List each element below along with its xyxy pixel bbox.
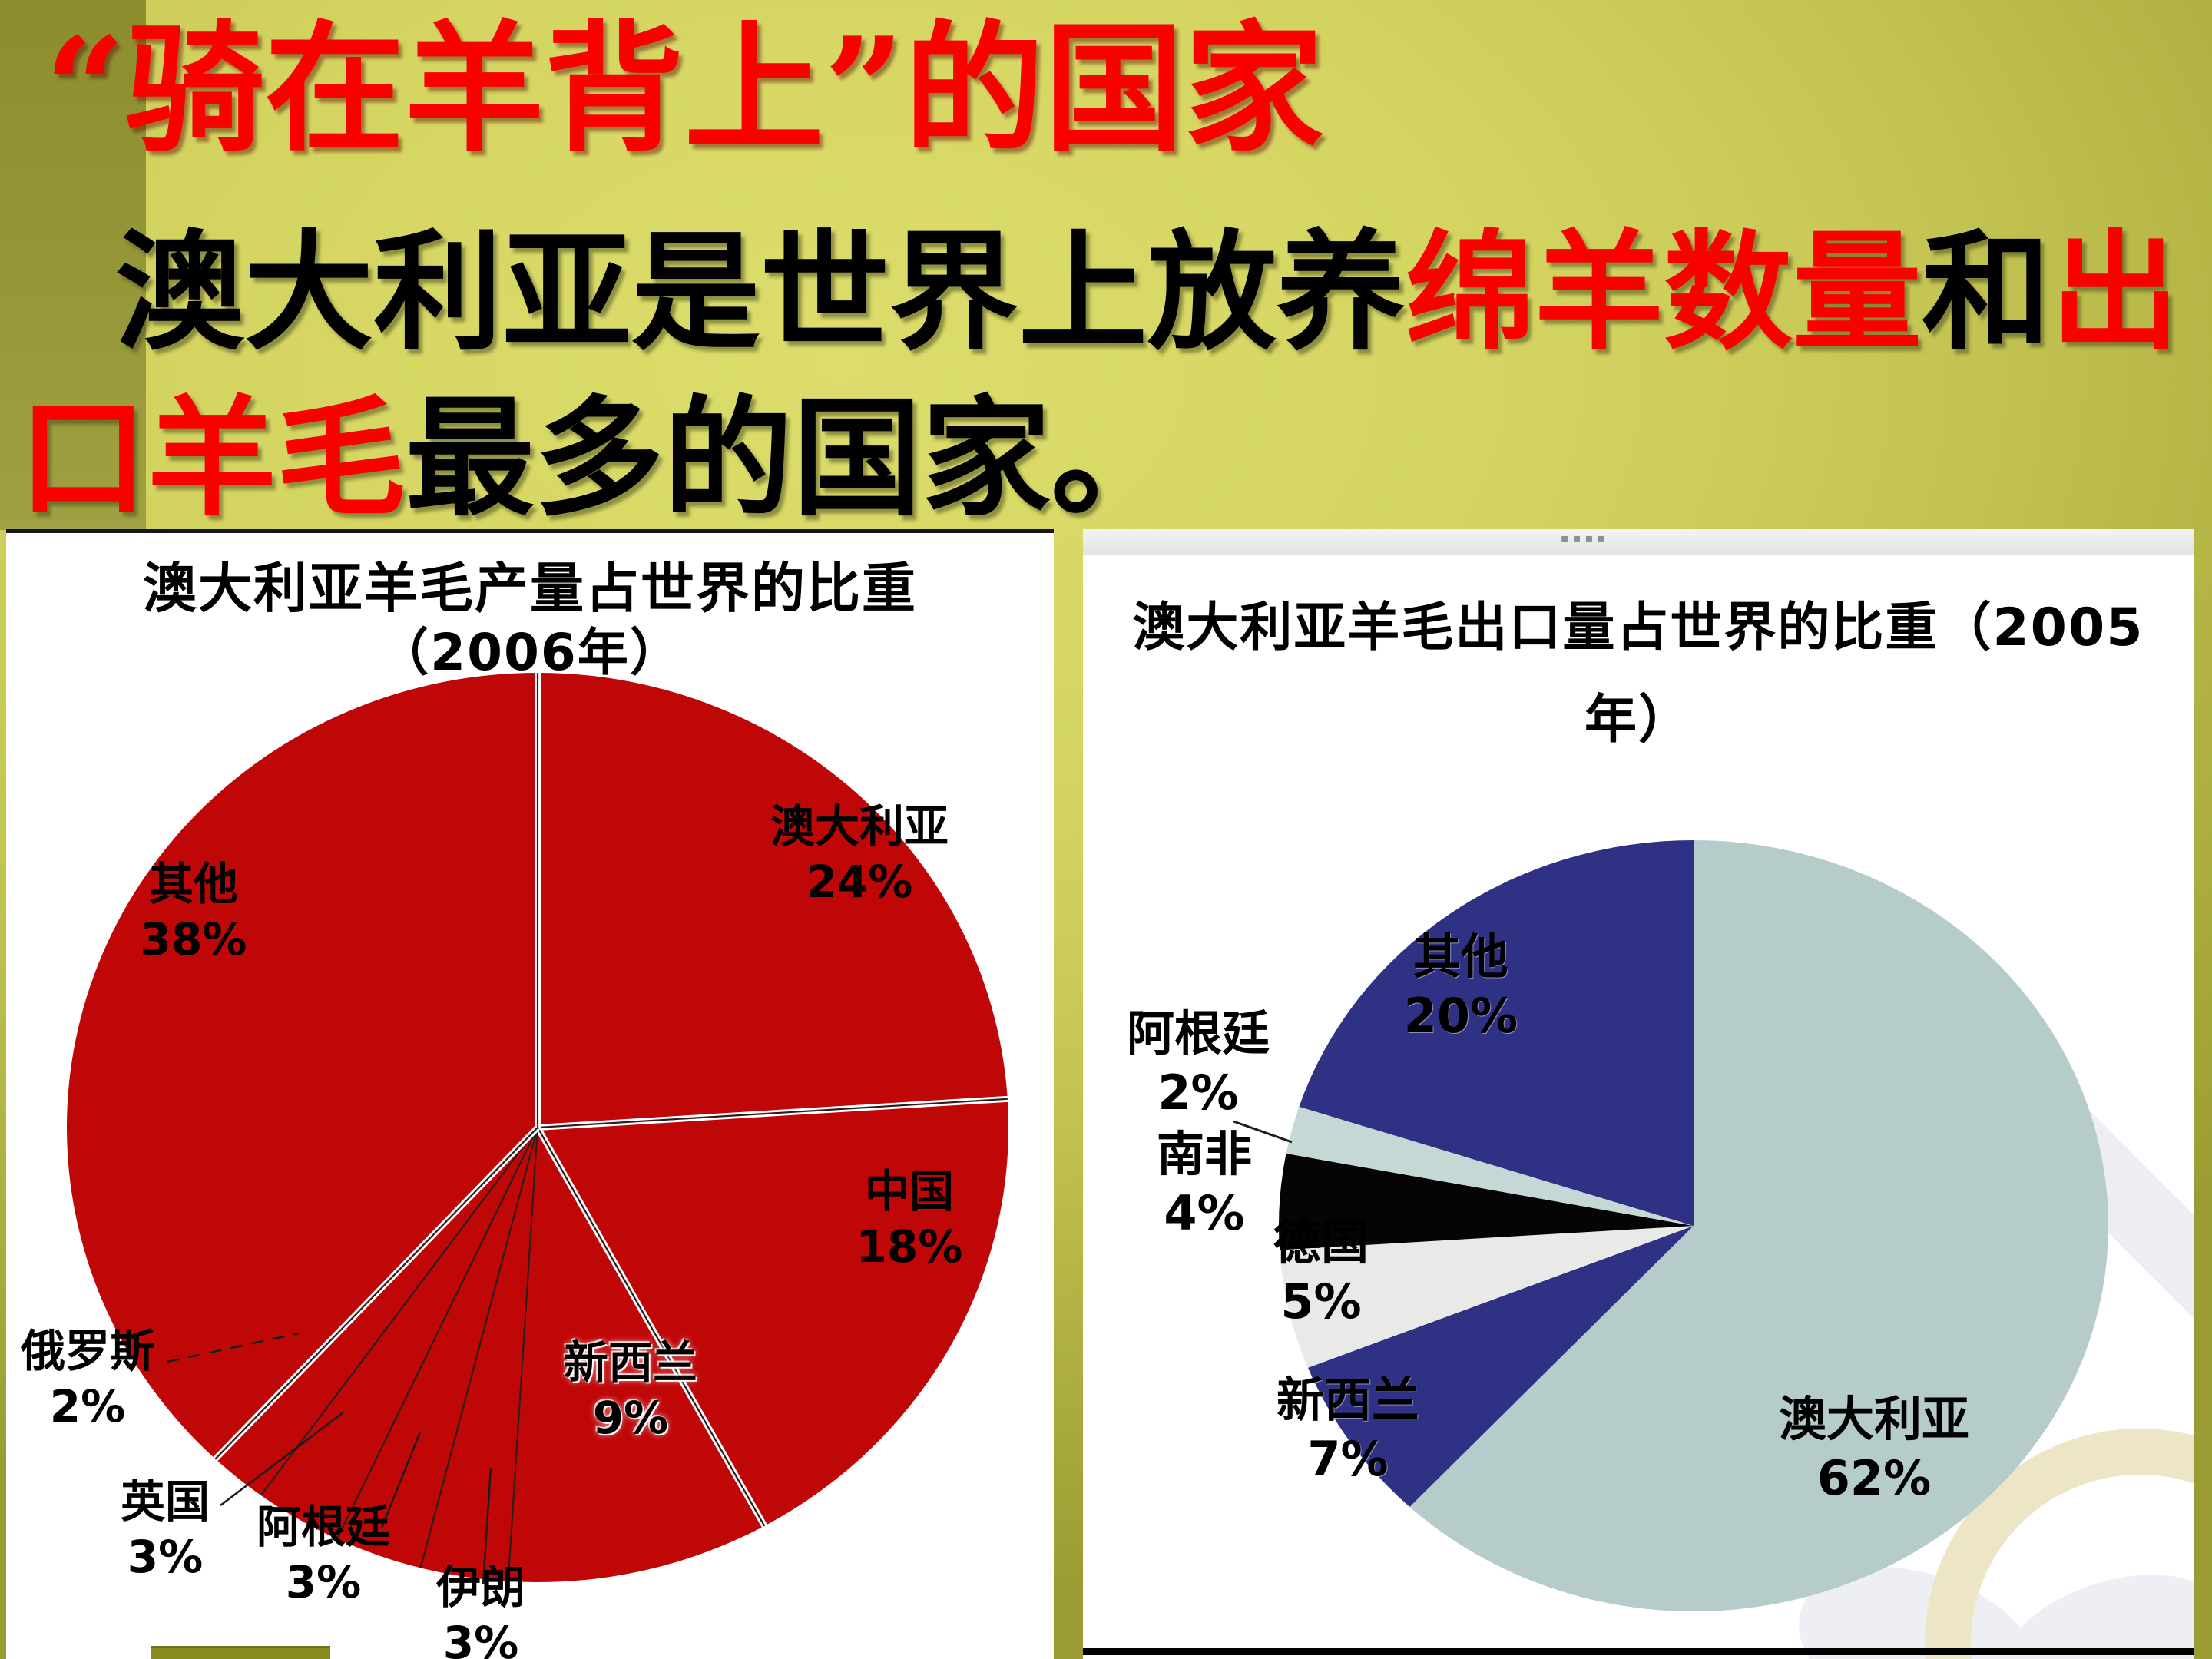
pie1-label-iran: 伊朗 3%	[435, 1561, 526, 1659]
pie2-label-south-africa: 南非 4%	[1156, 1126, 1253, 1241]
text-segment: 最多的国家。	[406, 382, 1180, 534]
left-olive-band	[0, 0, 146, 530]
text-segment: 绵羊数量	[1406, 216, 1922, 368]
pie1-label-uk: 英国 3%	[120, 1475, 210, 1584]
wool-production-pie-chart	[67, 673, 1008, 1585]
pie2-slice-4	[1286, 1106, 1694, 1226]
pie1-label-new-zealand: 新西兰 9%	[563, 1336, 698, 1445]
text-segment: 澳大利亚是世界上放养	[115, 216, 1406, 368]
left-chart-title-line1: 澳大利亚羊毛产量占世界的比重	[143, 557, 917, 620]
body-text-line-2: 口羊毛最多的国家。	[18, 390, 1180, 525]
panel-header-strip: ▪▪▪▪	[1083, 529, 2194, 557]
pie2-slice-5	[1299, 840, 1694, 1226]
pie2-label-new-zealand: 新西兰 7%	[1276, 1372, 1420, 1487]
pie1-label-russia: 俄罗斯 2%	[20, 1325, 155, 1433]
argentina-leader-line	[380, 1432, 422, 1528]
pie1-label-australia: 澳大利亚 24%	[770, 800, 949, 909]
pie2-slice-2	[1280, 1226, 1694, 1368]
pie2-label-argentina: 阿根廷 2%	[1126, 1005, 1270, 1121]
text-segment: 出	[2051, 216, 2180, 368]
pie2-label-australia: 澳大利亚 62%	[1778, 1391, 1970, 1506]
right-chart-title-line1: 澳大利亚羊毛出口量占世界的比重（2005	[1132, 598, 2144, 658]
right-chart-title-line2: 年）	[1584, 690, 1692, 750]
pie2-label-others: 其他 20%	[1403, 929, 1518, 1044]
wool-production-chart-panel: 澳大利亚羊毛产量占世界的比重 （2006年） 澳大利亚 24% 中国 18% 新西兰…	[6, 529, 1054, 1659]
pie2-label-germany: 德国 5%	[1273, 1214, 1369, 1330]
header-strip-dots: ▪▪▪▪	[1560, 531, 1610, 545]
pie2-slice-3	[1279, 1153, 1694, 1250]
argentina2-leader-line	[1233, 1120, 1293, 1144]
body-text-line-1: 澳大利亚是世界上放养绵羊数量和出	[115, 224, 2180, 359]
text-segment: 口羊毛	[18, 382, 406, 534]
pie1-label-others: 其他 38%	[140, 858, 247, 966]
text-segment: 和	[1922, 216, 2051, 368]
slide-title: “骑在羊背上”的国家	[45, 6, 1324, 171]
bottom-olive-bar	[151, 1646, 330, 1659]
pie2-slice-1	[1307, 1226, 1694, 1507]
left-chart-title-line2: （2006年）	[378, 623, 682, 682]
pie1-label-argentina: 阿根廷 3%	[256, 1501, 391, 1609]
pie2-slice-0	[1409, 840, 2108, 1611]
russia-leader-line	[167, 1332, 300, 1363]
wool-export-chart-panel: ▪▪▪▪ 澳大利亚羊毛出口量占世界的比重（2005 年） 澳大利亚 62% 新西兰…	[1083, 529, 2194, 1659]
panel-bottom-border	[1083, 1648, 2194, 1655]
uk-leader-line	[220, 1412, 344, 1506]
iran-leader-line	[482, 1467, 492, 1585]
wool-export-pie-chart	[1233, 840, 2108, 1611]
pie1-label-china: 中国 18%	[856, 1165, 963, 1273]
